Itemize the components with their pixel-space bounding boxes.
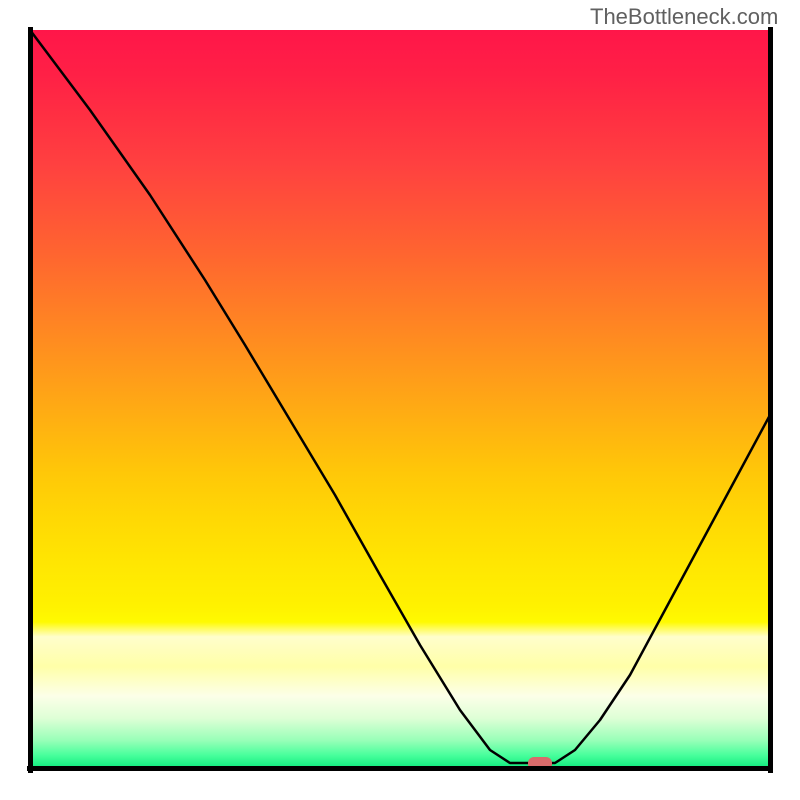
y-axis-left	[28, 27, 33, 773]
x-axis	[27, 766, 773, 771]
bottleneck-chart: TheBottleneck.com	[0, 0, 800, 800]
y-axis-right	[768, 27, 773, 773]
gradient-background	[30, 30, 770, 770]
watermark-text: TheBottleneck.com	[590, 4, 778, 30]
bottleneck-curve	[30, 30, 770, 763]
chart-svg	[0, 0, 800, 800]
